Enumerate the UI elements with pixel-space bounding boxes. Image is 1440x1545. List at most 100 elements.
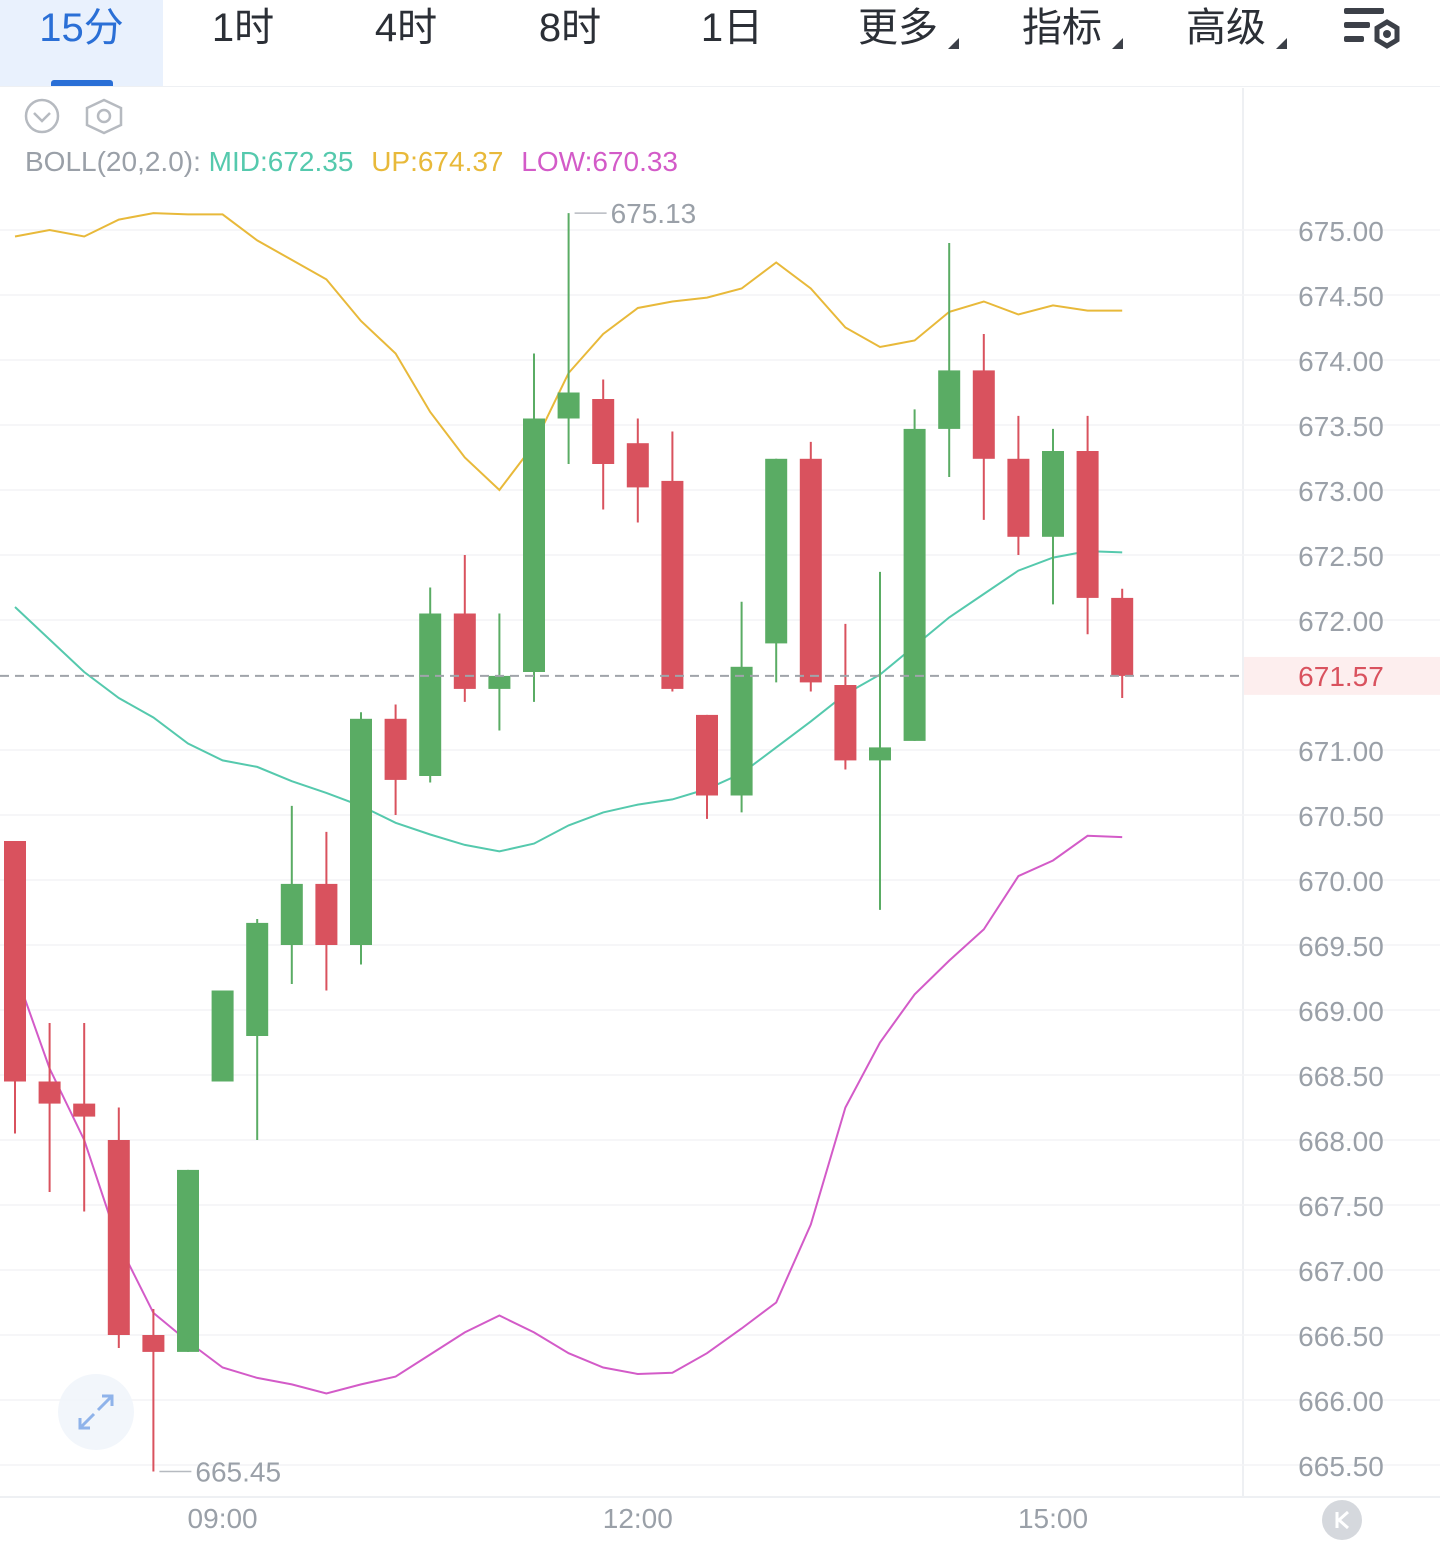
dropdown-triangle-icon — [1112, 38, 1123, 49]
tab-label: 1日 — [700, 6, 764, 50]
tab-1d[interactable]: 1日 — [652, 0, 812, 86]
y-tick-label: 669.50 — [1298, 931, 1384, 962]
tab-label: 更多 — [858, 6, 938, 50]
boll-up: UP:674.37 — [371, 146, 504, 177]
y-tick-label: 673.00 — [1298, 476, 1384, 507]
y-tick-label: 672.00 — [1298, 606, 1384, 637]
candle-down — [384, 704, 407, 815]
candle-up — [246, 919, 269, 1140]
boll-mid-line — [14, 550, 1123, 853]
expand-button[interactable] — [58, 1374, 134, 1450]
candle-body — [661, 480, 684, 689]
candle-body — [38, 1081, 61, 1104]
tab-1h[interactable]: 1时 — [163, 0, 323, 86]
y-tick-label: 668.50 — [1298, 1061, 1384, 1092]
y-tick-label: 668.00 — [1298, 1126, 1384, 1157]
y-tick-label: 671.00 — [1298, 736, 1384, 767]
candle-body — [315, 883, 338, 945]
dropdown-triangle-icon — [1276, 38, 1287, 49]
candle-body — [107, 1140, 130, 1335]
candle-body — [1111, 597, 1134, 676]
candle-body — [419, 613, 442, 776]
candle-up — [938, 243, 961, 477]
candle-body — [453, 613, 476, 689]
candle-up — [903, 409, 926, 741]
tab-label: 4时 — [374, 6, 438, 50]
candle-down — [4, 841, 26, 1134]
candle-body — [350, 718, 372, 945]
x-tick-label: 09:00 — [188, 1503, 258, 1534]
boll-lower-line — [14, 834, 1123, 1395]
hexagon-settings-icon[interactable] — [85, 98, 123, 135]
candle-body — [211, 990, 234, 1082]
candle-body — [799, 458, 822, 683]
candle-body — [280, 883, 303, 945]
expand-arrows-icon — [78, 1394, 114, 1430]
active-tab-indicator — [50, 80, 113, 86]
candle-down — [1111, 588, 1134, 698]
y-tick-label: 665.50 — [1298, 1451, 1384, 1482]
tab-more[interactable]: 更多 — [818, 0, 978, 86]
y-tick-label: 673.50 — [1298, 411, 1384, 442]
boll-legend: BOLL(20,2.0): MID:672.35 UP:674.37 LOW:6… — [25, 146, 688, 178]
tab-8h[interactable]: 8时 — [490, 0, 650, 86]
y-tick-label: 670.00 — [1298, 866, 1384, 897]
candle-down — [453, 555, 476, 702]
candle-body — [177, 1169, 199, 1352]
candle-down — [626, 418, 649, 523]
candle-body — [557, 392, 580, 419]
k-icon — [1335, 1510, 1349, 1530]
y-tick-label: 675.00 — [1298, 216, 1384, 247]
tab-4h[interactable]: 4时 — [326, 0, 486, 86]
candle-down — [661, 431, 684, 692]
candle-body — [972, 370, 995, 459]
chart-settings-icon[interactable] — [1340, 4, 1406, 56]
y-tick-label: 666.00 — [1298, 1386, 1384, 1417]
k-button[interactable] — [1322, 1500, 1362, 1540]
candle-down — [696, 714, 718, 819]
x-tick-label: 15:00 — [1018, 1503, 1088, 1534]
candle-down — [592, 379, 615, 510]
candle-body — [4, 841, 26, 1082]
candle-up — [211, 990, 234, 1082]
candle-body — [384, 718, 407, 780]
y-tick-label: 670.50 — [1298, 801, 1384, 832]
candle-up — [523, 353, 545, 702]
candle-body — [903, 428, 926, 741]
candle-up — [869, 571, 891, 910]
y-tick-label: 669.00 — [1298, 996, 1384, 1027]
candle-body — [1007, 458, 1030, 537]
candle-down — [1007, 415, 1030, 555]
candle-body — [523, 418, 545, 672]
tab-label: 高级 — [1186, 6, 1266, 50]
candle-body — [869, 747, 891, 761]
current-price-badge — [1244, 656, 1440, 695]
y-tick-label: 667.50 — [1298, 1191, 1384, 1222]
candle-down — [73, 1023, 96, 1212]
candle-down — [142, 1309, 165, 1472]
candle-down — [1076, 415, 1099, 635]
y-tick-label: 666.50 — [1298, 1321, 1384, 1352]
candle-body — [142, 1335, 165, 1352]
tab-label: 指标 — [1022, 6, 1102, 50]
candle-down — [972, 334, 995, 520]
candle-body — [592, 399, 615, 464]
candle-body — [730, 666, 753, 796]
candle-body — [488, 675, 511, 689]
tab-advanced[interactable]: 高级 — [1146, 0, 1306, 86]
candle-up — [177, 1169, 199, 1352]
x-tick-label: 12:00 — [603, 1503, 673, 1534]
tab-15m[interactable]: 15分 — [0, 0, 163, 86]
chevron-down-circle-icon[interactable] — [24, 98, 60, 134]
candle-up — [280, 805, 303, 984]
tab-label: 1时 — [211, 6, 275, 50]
candle-body — [246, 922, 269, 1036]
dropdown-triangle-icon — [948, 38, 959, 49]
tab-indicators[interactable]: 指标 — [982, 0, 1142, 86]
tab-label: 15分 — [39, 6, 124, 50]
candle-down — [38, 1023, 61, 1192]
candle-body — [765, 458, 788, 644]
candle-down — [834, 623, 857, 770]
candlestick-chart[interactable]: 671.57 675.00 674.50 674.00 673.50 673.00 672… — [0, 88, 1440, 1536]
candle-down — [799, 441, 822, 692]
